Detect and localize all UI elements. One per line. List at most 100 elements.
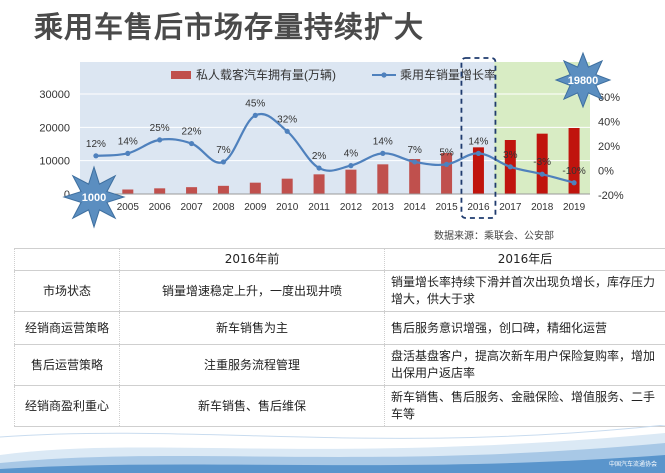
growth-label-2004: 12% [86, 139, 106, 150]
legend-bar-swatch [171, 71, 191, 79]
chart: 12% 14%25% 22%7%45%32%2% 4%14%7% 5%14%3%-3%-… [39, 51, 624, 229]
table-row: 售后运营策略 注重服务流程管理 盘活基盘客户，提高次新车用户保险复购率，增加出保… [14, 344, 665, 386]
footer-waves [0, 425, 665, 473]
left-axis-tick-label: 10000 [39, 156, 70, 168]
right-axis-tick-label: 20% [598, 141, 620, 153]
bar-2009 [249, 182, 261, 194]
highlight-2016-box [460, 57, 497, 219]
bar-2007 [186, 187, 198, 194]
growth-label-2017: 3% [503, 150, 518, 161]
growth-label-2016: 14% [468, 136, 488, 147]
left-axis-tick-label: 30000 [39, 89, 70, 101]
x-tick-label-2018: 2018 [531, 202, 554, 213]
bar-2012 [345, 169, 357, 194]
growth-label-2008: 7% [216, 145, 231, 156]
table-header-before: 2016年前 [119, 248, 385, 271]
x-tick-label-2016: 2016 [467, 202, 490, 213]
row-after: 新车销售、售后服务、金融保险、增值服务、二手车等 [384, 385, 665, 427]
growth-label-2005: 14% [118, 136, 138, 147]
table-header-empty [14, 248, 120, 271]
x-tick-label-2006: 2006 [149, 202, 172, 213]
table-row: 经销商盈利重心 新车销售、售后维保 新车销售、售后服务、金融保险、增值服务、二手… [14, 385, 665, 427]
x-tick-label-2019: 2019 [563, 202, 586, 213]
right-axis-tick-label: 40% [598, 117, 620, 129]
plot-background-history [80, 62, 495, 194]
bar-2019 [568, 128, 580, 194]
left-axis-tick-label: 0 [64, 189, 70, 201]
callout-star-2019 [554, 51, 612, 109]
x-tick-label-2008: 2008 [212, 202, 235, 213]
growth-point-2015 [443, 161, 450, 167]
growth-label-2006: 25% [150, 123, 170, 134]
table-row: 经销商运营策略 新车销售为主 售后服务意识增强，创口碑，精细化运营 [14, 311, 665, 345]
growth-label-2013: 14% [373, 136, 393, 147]
row-before: 新车销售、售后维保 [119, 385, 385, 427]
growth-point-2008 [220, 159, 227, 165]
row-before: 新车销售为主 [119, 311, 385, 345]
growth-point-2013 [380, 150, 386, 156]
x-tick-label-2005: 2005 [117, 202, 140, 213]
growth-label-2010: 32% [277, 114, 297, 125]
callout-star-2004 [62, 165, 126, 229]
footer-logo-text: 中国汽车流通协会 [608, 461, 657, 468]
row-label: 经销商盈利重心 [14, 385, 120, 427]
legend-bar-label: 私人载客汽车拥有量(万辆) [196, 67, 336, 82]
bar-2011 [313, 174, 325, 194]
right-axis-tick-label: 0% [598, 166, 614, 178]
growth-rate-line [95, 112, 575, 184]
growth-point-2016 [475, 150, 482, 156]
bar-2006 [154, 188, 166, 194]
bar-2008 [217, 185, 229, 194]
row-label: 市场状态 [14, 270, 120, 312]
growth-label-2007: 22% [182, 127, 202, 138]
x-tick-label-2007: 2007 [180, 202, 203, 213]
growth-point-2014 [412, 159, 418, 165]
row-label: 售后运营策略 [14, 344, 120, 386]
table-header-row: 2016年前 2016年后 [14, 248, 665, 271]
growth-point-2007 [188, 140, 195, 147]
growth-label-2015: 5% [439, 147, 454, 158]
bar-2018 [536, 133, 548, 194]
data-source: 数据来源：乘联会、公安部 [434, 231, 554, 242]
legend-line-marker [381, 72, 387, 78]
bar-2014 [409, 159, 421, 194]
row-after: 销量增长率持续下滑并首次出现负增长，库存压力增大，供大于求 [384, 270, 665, 312]
x-tick-label-2015: 2015 [435, 202, 458, 213]
x-tick-label-2013: 2013 [372, 202, 395, 213]
table-header-after: 2016年后 [384, 248, 665, 271]
bar-2005 [122, 189, 134, 194]
growth-label-2019: -10% [562, 166, 585, 177]
slide-title: 乘用车售后市场存量持续扩大 [34, 10, 425, 44]
growth-point-2004 [93, 153, 99, 159]
x-tick-label-2011: 2011 [308, 202, 330, 213]
x-tick-label-2009: 2009 [244, 202, 267, 213]
bar-2016 [472, 147, 484, 194]
growth-label-2014: 7% [407, 145, 422, 156]
growth-label-2018: -3% [533, 157, 551, 168]
x-tick-label-2014: 2014 [404, 202, 427, 213]
comparison-table: 2016年前 2016年后 市场状态 销量增速稳定上升，一度出现井喷 销量增长率… [14, 248, 665, 427]
growth-point-2011 [316, 165, 322, 171]
growth-point-2005 [125, 150, 131, 156]
table-row: 市场状态 销量增速稳定上升，一度出现井喷 销量增长率持续下滑并首次出现负增长，库… [14, 270, 665, 312]
row-after: 售后服务意识增强，创口碑，精细化运营 [384, 311, 665, 345]
x-tick-label-2010: 2010 [276, 202, 299, 213]
growth-point-2018 [539, 171, 545, 177]
legend-line-label: 乘用车销量增长率 [400, 67, 496, 82]
row-before: 注重服务流程管理 [119, 344, 385, 386]
callout-label-2004: 1000 [82, 192, 106, 204]
row-before: 销量增速稳定上升，一度出现井喷 [119, 270, 385, 312]
row-after: 盘活基盘客户，提高次新车用户保险复购率，增加出保用户返店率 [384, 344, 665, 386]
right-axis-tick-label: 60% [598, 92, 620, 104]
x-tick-label-2012: 2012 [340, 202, 363, 213]
growth-label-2011: 2% [312, 151, 327, 162]
growth-point-2012 [348, 163, 354, 169]
row-label: 经销商运营策略 [14, 311, 120, 345]
bar-2015 [441, 153, 453, 194]
growth-label-2012: 4% [344, 149, 359, 160]
growth-label-2009: 45% [245, 98, 265, 109]
x-tick-label-2017: 2017 [499, 202, 522, 213]
right-axis-tick-label: -20% [598, 190, 624, 202]
growth-point-2006 [157, 137, 163, 143]
callout-label-2019: 19800 [568, 75, 599, 87]
